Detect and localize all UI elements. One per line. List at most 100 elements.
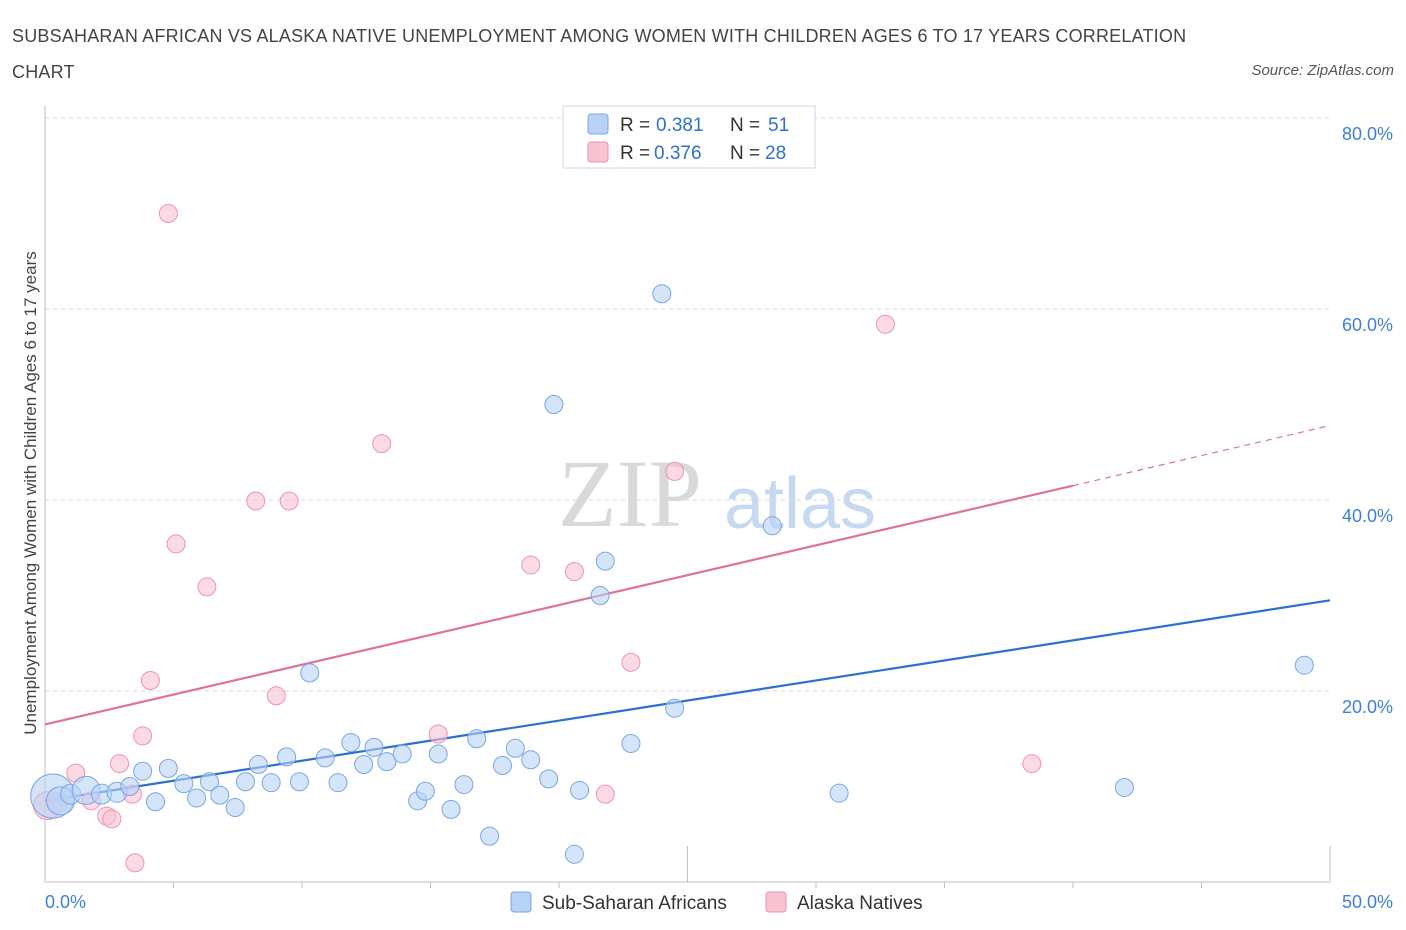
y-tick-label-80: 80.0% — [1342, 124, 1393, 144]
point-alaska-native-18 — [428, 724, 448, 744]
legend-n-label-pink: N = — [730, 143, 760, 164]
legend-r-label-pink: R = — [620, 143, 650, 164]
point-sub-saharan-50 — [1294, 655, 1314, 675]
point-sub-saharan-32 — [454, 775, 474, 795]
point-sub-saharan-25 — [364, 737, 384, 757]
legend-n-value-blue: 51 — [768, 115, 789, 136]
point-sub-saharan-13 — [210, 785, 230, 805]
point-sub-saharan-9 — [158, 758, 178, 778]
point-alaska-native-13 — [197, 577, 217, 597]
point-alaska-native-14 — [246, 491, 266, 511]
point-sub-saharan-45 — [652, 284, 672, 304]
point-sub-saharan-16 — [248, 755, 268, 775]
point-alaska-native-21 — [595, 784, 615, 804]
point-sub-saharan-33 — [467, 729, 487, 749]
x-tick-labels: 0.0% 50.0% — [45, 892, 1393, 912]
point-alaska-native-25 — [1022, 754, 1042, 774]
point-sub-saharan-26 — [377, 752, 397, 772]
point-sub-saharan-35 — [492, 755, 512, 775]
point-sub-saharan-42 — [590, 586, 610, 605]
point-alaska-native-17 — [372, 434, 392, 454]
point-sub-saharan-23 — [341, 733, 361, 753]
point-sub-saharan-19 — [289, 772, 309, 792]
point-sub-saharan-29 — [415, 781, 435, 801]
point-sub-saharan-21 — [315, 748, 335, 768]
y-tick-label-40: 40.0% — [1342, 506, 1393, 526]
point-sub-saharan-43 — [595, 551, 615, 571]
point-alaska-native-9 — [133, 726, 153, 746]
point-sub-saharan-46 — [665, 698, 685, 718]
point-alaska-native-16 — [279, 491, 299, 511]
point-sub-saharan-11 — [187, 788, 207, 808]
chart-title: SUBSAHARAN AFRICAN VS ALASKA NATIVE UNEM… — [12, 26, 1187, 82]
point-sub-saharan-37 — [521, 750, 541, 770]
point-alaska-native-12 — [166, 534, 186, 554]
point-sub-saharan-40 — [564, 844, 584, 864]
point-sub-saharan-27 — [392, 744, 412, 764]
watermark-atlas: atlas — [724, 464, 876, 544]
chart-source: Source: ZipAtlas.com — [1251, 62, 1394, 79]
point-alaska-native-10 — [140, 670, 160, 690]
y-tick-label-20: 20.0% — [1342, 697, 1393, 717]
point-sub-saharan-17 — [261, 773, 281, 793]
point-sub-saharan-22 — [328, 773, 348, 793]
point-sub-saharan-44 — [621, 734, 641, 754]
point-sub-saharan-7 — [133, 761, 153, 781]
y-tick-label-60: 60.0% — [1342, 315, 1393, 335]
trend-line-alaska-native — [44, 484, 1074, 726]
y-axis-title: Unemployment Among Women with Children A… — [21, 251, 40, 735]
legend-n-value-pink: 28 — [765, 143, 786, 164]
point-alaska-native-22 — [621, 652, 641, 672]
point-alaska-native-8 — [125, 853, 145, 873]
point-sub-saharan-34 — [480, 826, 500, 846]
point-sub-saharan-10 — [174, 774, 194, 794]
legend-n-label-blue: N = — [730, 115, 760, 136]
point-sub-saharan-31 — [441, 799, 461, 819]
point-sub-saharan-24 — [354, 755, 374, 775]
x-ticks — [44, 846, 1331, 888]
point-alaska-native-6 — [110, 754, 130, 774]
trend-line-alaska-native-extension — [1072, 424, 1331, 487]
series-legend: Sub-Saharan Africans Alaska Natives — [510, 891, 923, 914]
legend-swatch-blue — [587, 113, 609, 135]
point-alaska-native-23 — [665, 461, 685, 481]
x-tick-label-max: 50.0% — [1342, 892, 1393, 912]
point-alaska-native-15 — [266, 686, 286, 706]
point-sub-saharan-15 — [235, 772, 255, 792]
point-sub-saharan-48 — [829, 783, 849, 803]
trend-line-sub-saharan — [44, 599, 1331, 802]
y-tick-labels: 20.0% 40.0% 60.0% 80.0% — [1342, 124, 1393, 717]
point-alaska-native-11 — [158, 204, 178, 223]
point-sub-saharan-18 — [277, 747, 297, 767]
legend-swatch-pink — [587, 141, 609, 163]
point-sub-saharan-12 — [199, 772, 219, 792]
data-points — [30, 204, 1314, 873]
point-alaska-native-5 — [102, 809, 122, 829]
watermark: ZIP atlas — [558, 440, 876, 547]
point-alaska-native-20 — [564, 562, 584, 582]
series-legend-label-pink: Alaska Natives — [797, 893, 923, 914]
point-sub-saharan-8 — [146, 792, 166, 812]
point-sub-saharan-49 — [1114, 777, 1134, 797]
legend-r-value-blue: 0.381 — [656, 115, 704, 136]
point-sub-saharan-36 — [505, 738, 525, 758]
point-sub-saharan-20 — [300, 663, 320, 683]
series-legend-swatch-pink — [765, 891, 787, 913]
legend-r-value-pink: 0.376 — [654, 143, 702, 164]
legend-r-label-blue: R = — [620, 115, 650, 136]
point-sub-saharan-30 — [428, 744, 448, 764]
x-tick-label-min: 0.0% — [45, 892, 86, 912]
point-sub-saharan-41 — [570, 780, 590, 800]
watermark-zip: ZIP — [558, 440, 702, 547]
point-alaska-native-19 — [521, 555, 541, 575]
stats-legend: R = 0.381 N = 51 R = 0.376 N = 28 — [562, 105, 816, 169]
point-sub-saharan-38 — [539, 769, 559, 789]
point-sub-saharan-14 — [225, 798, 245, 818]
series-legend-swatch-blue — [510, 891, 532, 913]
point-sub-saharan-39 — [544, 395, 564, 414]
point-sub-saharan-47 — [762, 516, 782, 536]
point-sub-saharan-6 — [120, 777, 140, 796]
point-alaska-native-24 — [875, 314, 895, 334]
series-legend-label-blue: Sub-Saharan Africans — [542, 893, 727, 914]
